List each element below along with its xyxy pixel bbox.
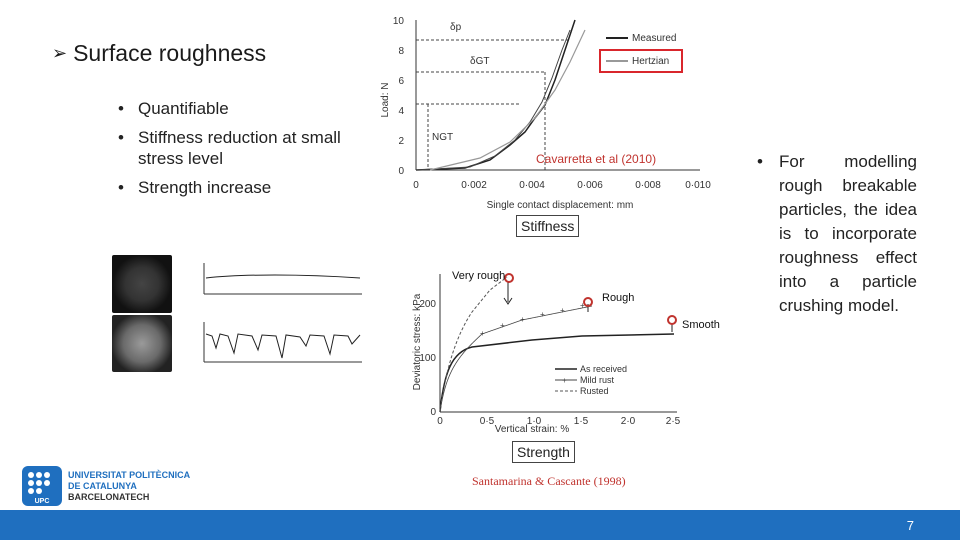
- university-logo: UPC UNIVERSITAT POLITÈCNICA DE CATALUNYA…: [22, 466, 192, 506]
- y-tick: 10: [393, 16, 405, 27]
- page-number: 7: [906, 518, 914, 533]
- upc-logo-icon: UPC: [22, 466, 62, 506]
- svg-text:UPC: UPC: [35, 498, 50, 505]
- x-tick: 0: [437, 416, 443, 427]
- x-axis-label: Single contact displacement: mm: [487, 200, 634, 211]
- rough-particle-image: [112, 315, 172, 372]
- svg-text:+: +: [480, 329, 485, 338]
- mild-rust-curve: [439, 305, 593, 413]
- y-tick: 2: [398, 136, 404, 147]
- rusted-curve: [439, 276, 508, 413]
- delta-p-annotation: δp: [450, 22, 462, 33]
- as-received-curve: [439, 333, 675, 413]
- y-axis-label: Deviatoric stress: kPa: [412, 293, 423, 390]
- rough-label: Rough: [602, 292, 635, 304]
- strength-label: Strength: [512, 441, 575, 463]
- university-name: UNIVERSITAT POLITÈCNICA DE CATALUNYA BAR…: [68, 470, 191, 502]
- y-axis-label: Load: N: [380, 82, 391, 117]
- very-rough-label: Very rough: [452, 270, 506, 282]
- x-tick: 0·002: [461, 180, 487, 191]
- bullet-dot: •: [757, 152, 763, 171]
- legend-item: Mild rust: [580, 375, 615, 385]
- x-tick: 0·004: [519, 180, 545, 191]
- stress-strain-chart: 0 100 200 0 0·5 1·0 1·5 2·0 2·5 Vertical…: [412, 273, 681, 434]
- very-rough-marker: [504, 273, 514, 283]
- ngt-annotation: NGT: [432, 132, 453, 143]
- bottom-citation: Santamarina & Cascante (1998): [472, 474, 626, 488]
- x-tick: 0·5: [480, 416, 495, 427]
- right-bullet-text: For modelling rough breakable particles,…: [779, 152, 917, 315]
- hertzian-curve: [429, 29, 586, 171]
- smooth-label: Smooth: [682, 319, 720, 331]
- delta-gt-annotation: δGT: [470, 56, 489, 67]
- rough-marker: [583, 297, 593, 307]
- bullet-item: Strength increase: [118, 177, 348, 198]
- svg-text:+: +: [580, 301, 585, 310]
- svg-text:+: +: [500, 321, 505, 330]
- slide-title-text: Surface roughness: [73, 40, 267, 66]
- svg-text:+: +: [562, 376, 567, 385]
- x-tick: 1·0: [527, 416, 542, 427]
- load-displacement-chart: 0 2 4 6 8 10 0 0·002 0·004 0·006 0·008 0…: [380, 16, 711, 211]
- legend-item: Rusted: [580, 386, 609, 396]
- y-tick: 0: [430, 407, 436, 418]
- bullet-item: Stiffness reduction at small stress leve…: [118, 127, 348, 169]
- x-tick: 0·010: [685, 180, 711, 191]
- top-citation: Cavarretta et al (2010): [536, 152, 657, 166]
- x-axis-label: Vertical strain: %: [495, 424, 570, 434]
- y-tick: 100: [419, 353, 436, 364]
- y-tick: 4: [398, 106, 404, 117]
- y-tick: 8: [398, 46, 404, 57]
- legend-item: As received: [580, 364, 627, 374]
- x-tick: 0·006: [577, 180, 603, 191]
- footer-bar: 7: [0, 510, 960, 540]
- legend-item: Hertzian: [632, 56, 669, 67]
- smooth-marker: [667, 315, 677, 325]
- y-tick: 200: [419, 299, 436, 310]
- slide-title: ➢ Surface roughness: [52, 40, 266, 67]
- arrow-bullet-icon: ➢: [52, 43, 68, 63]
- x-tick: 2·5: [666, 416, 681, 427]
- bullet-list: Quantifiable Stiffness reduction at smal…: [118, 98, 348, 206]
- svg-text:+: +: [560, 306, 565, 315]
- x-tick: 0·008: [635, 180, 661, 191]
- bullet-item: Quantifiable: [118, 98, 348, 119]
- right-bullet: • For modelling rough breakable particle…: [757, 150, 917, 318]
- legend-item: Measured: [632, 33, 676, 44]
- svg-text:+: +: [540, 310, 545, 319]
- smooth-particle-image: [112, 255, 172, 313]
- hertzian-highlight-box: [599, 49, 683, 73]
- svg-text:+: +: [520, 315, 525, 324]
- y-tick: 6: [398, 76, 404, 87]
- y-tick: 0: [398, 166, 404, 177]
- x-tick: 1·5: [574, 416, 589, 427]
- surface-profile-plots: [203, 263, 362, 363]
- x-tick: 2·0: [621, 416, 636, 427]
- x-tick: 0: [413, 180, 419, 191]
- stiffness-label: Stiffness: [516, 215, 580, 237]
